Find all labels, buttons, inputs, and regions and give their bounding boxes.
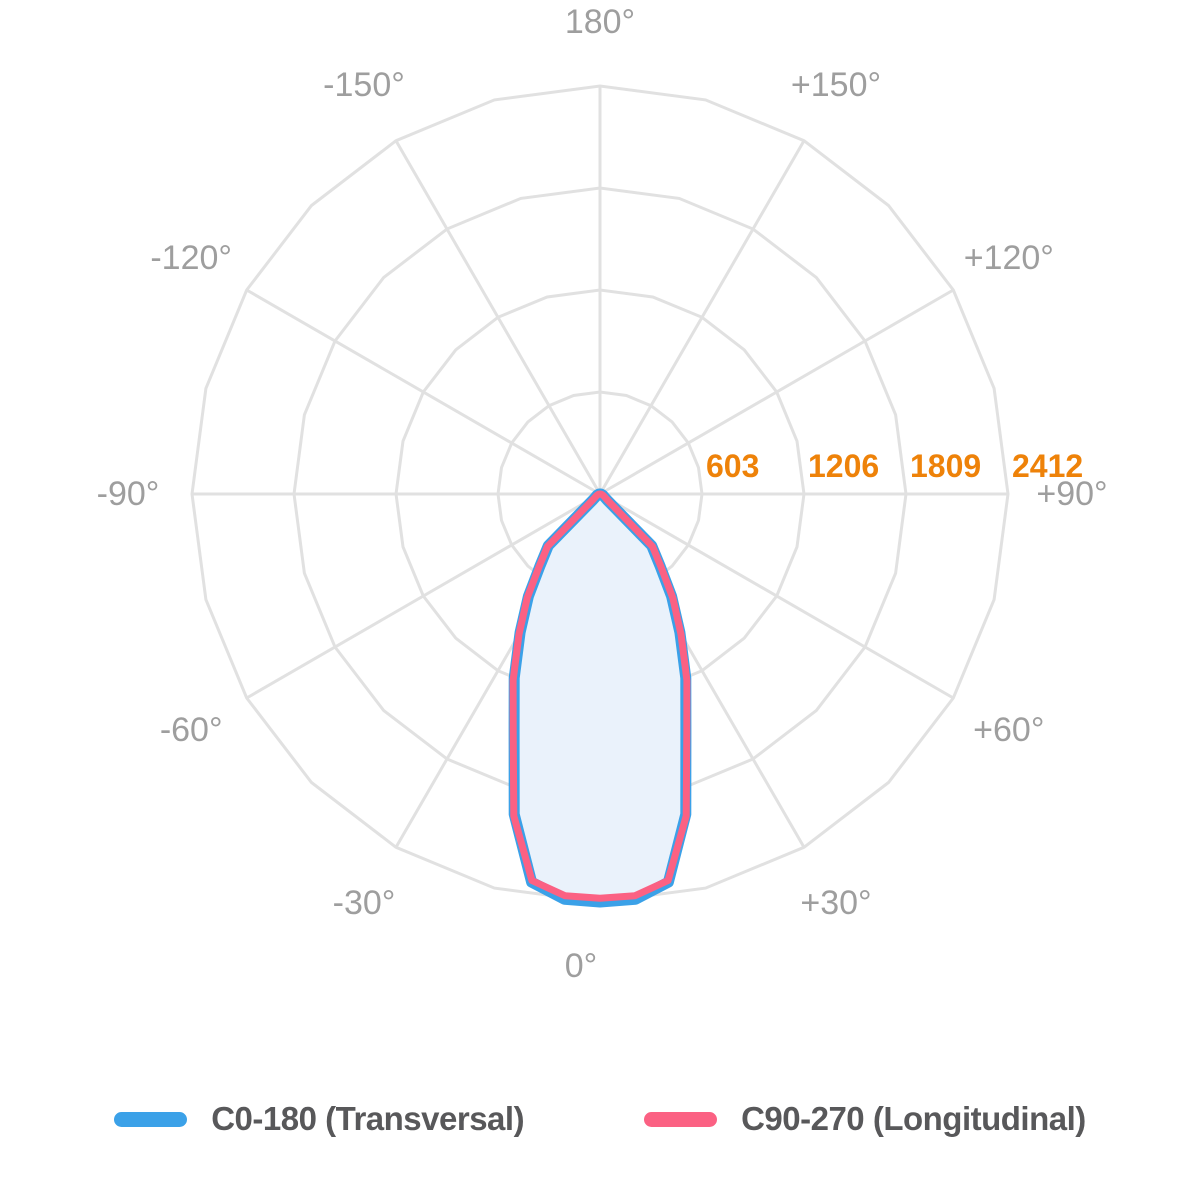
series-path-c0-180 [508, 488, 692, 908]
radial-tick-label: 2412 [1012, 448, 1083, 484]
angle-label: -90° [97, 475, 160, 513]
angle-label: +60° [973, 711, 1044, 749]
angle-label: -60° [160, 711, 223, 749]
radial-tick-label: 1809 [910, 448, 981, 484]
spoke-gridline [599, 492, 955, 700]
legend-swatch-c0-180 [114, 1111, 188, 1127]
legend-item-c90-270[interactable]: C90-270 (Longitudinal) [644, 1100, 1086, 1138]
angle-label: -30° [333, 884, 396, 922]
chart-legend: C0-180 (Transversal) C90-270 (Longitudin… [0, 1100, 1200, 1138]
legend-swatch-c90-270 [644, 1111, 718, 1127]
legend-item-c0-180[interactable]: C0-180 (Transversal) [114, 1100, 525, 1138]
spoke-gridline [599, 288, 955, 496]
radial-tick-label: 603 [706, 448, 759, 484]
series-path-c90-270 [509, 490, 691, 902]
legend-label-c90-270: C90-270 (Longitudinal) [741, 1100, 1086, 1137]
angle-label: 0° [565, 947, 598, 985]
angle-label: -120° [150, 239, 232, 277]
angle-label: +30° [800, 884, 871, 922]
radial-tick-label: 1206 [808, 448, 879, 484]
spoke-gridline [245, 288, 601, 496]
spoke-gridline [394, 139, 602, 495]
angle-label: 180° [565, 3, 635, 41]
legend-label-c0-180: C0-180 (Transversal) [211, 1100, 525, 1137]
angle-label: +150° [791, 66, 881, 104]
spoke-gridline [245, 492, 601, 700]
spoke-gridline [598, 139, 806, 495]
angle-label: +90° [1036, 475, 1107, 513]
angle-label: -150° [323, 66, 405, 104]
angle-label: +120° [964, 239, 1054, 277]
